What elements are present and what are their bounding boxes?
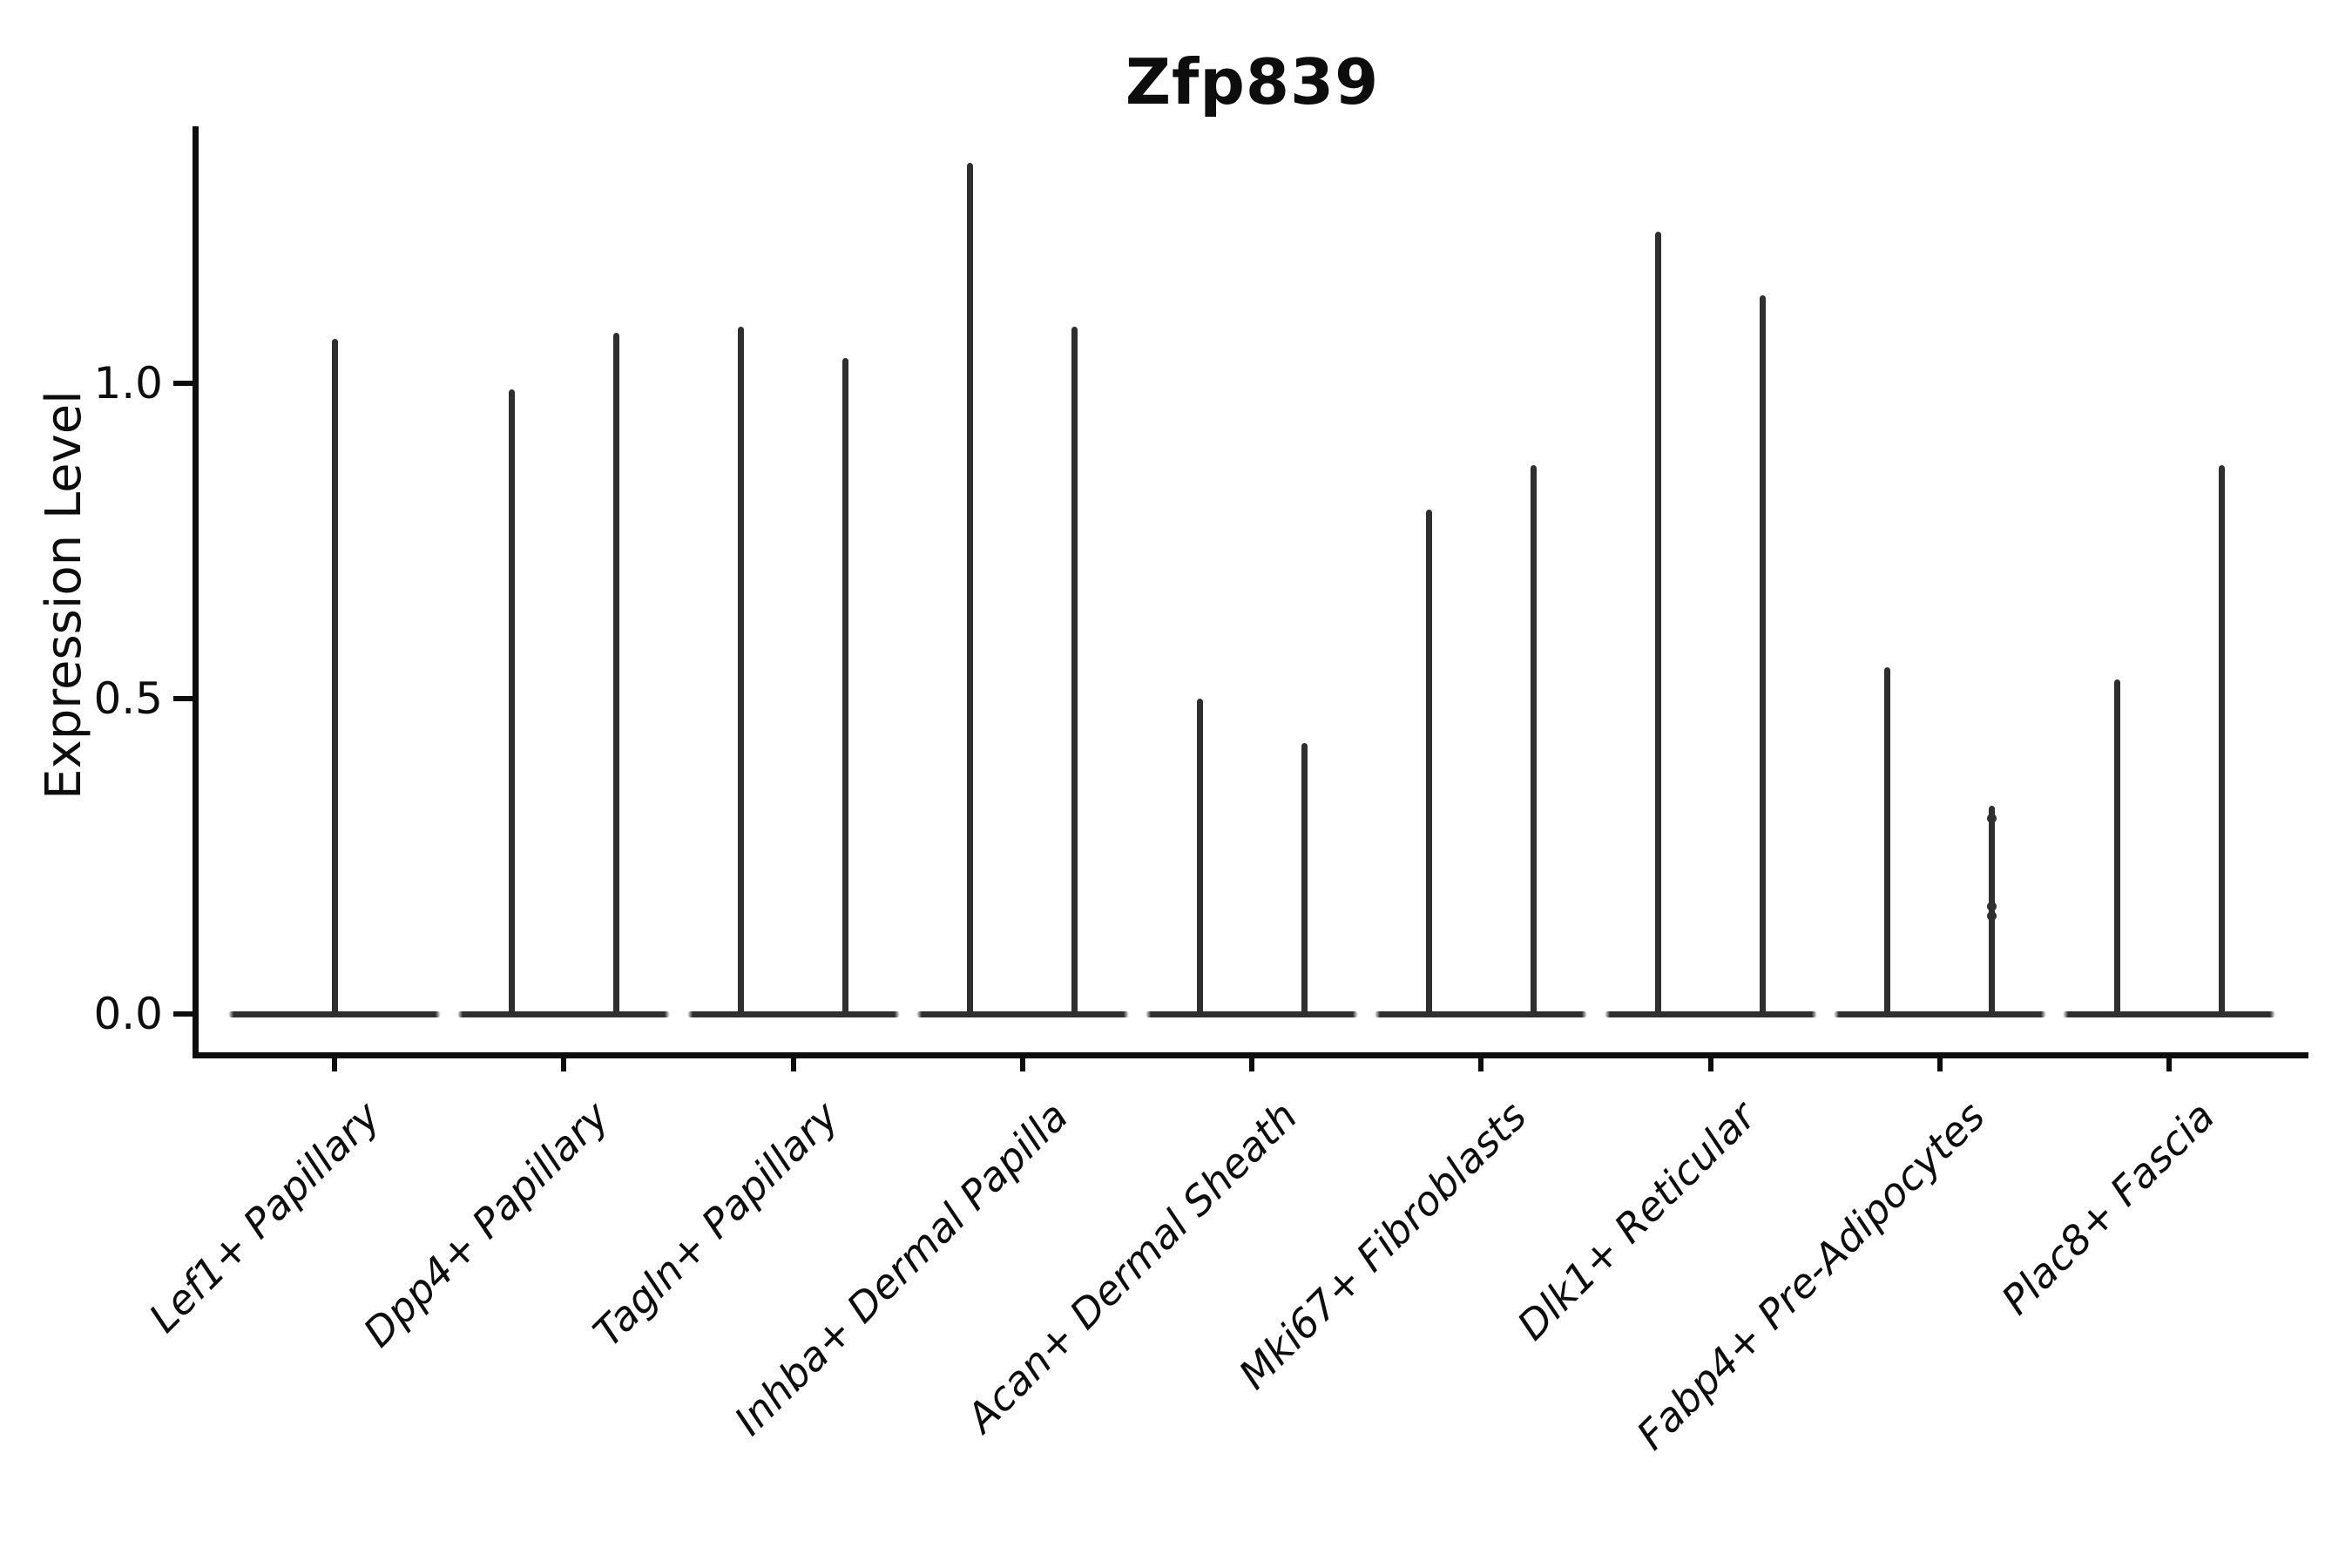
x-tick-label: Plac8+ Fascia [1991,1092,2224,1324]
violin-base [1375,1010,1588,1017]
violin-base [686,1010,900,1017]
y-tick-mark [173,381,193,386]
x-tick-label: Lef1+ Papillary [139,1092,389,1342]
x-tick-mark [790,1058,796,1071]
violin-spike [1301,742,1308,1014]
violin-spike [612,333,619,1014]
violin-base [2063,1010,2275,1017]
violin-spike [738,326,744,1014]
violin-base [457,1010,671,1017]
violin-spike [2218,465,2225,1014]
violin-base [916,1010,1129,1017]
x-axis [193,1052,2308,1058]
violin-bead [1987,902,1997,912]
y-tick-mark [173,1011,193,1017]
x-tick-label: Dlk1+ Reticular [1508,1092,1765,1349]
x-tick-mark [1019,1058,1025,1071]
violin-base [228,1010,441,1017]
violin-spike [331,339,338,1014]
x-tick-mark [2166,1058,2172,1071]
y-tick-label: 0.0 [93,989,163,1039]
violin-spike [1425,509,1432,1014]
y-tick-mark [173,696,193,701]
x-tick-mark [1936,1058,1943,1071]
x-tick-mark [1478,1058,1484,1071]
violin-base [1604,1010,1817,1017]
violin-spike [1655,232,1661,1014]
y-tick-label: 1.0 [93,358,163,409]
violin-bead [1987,814,1997,824]
violin-spike [967,162,974,1014]
violin-spike [508,389,515,1014]
x-tick-mark [332,1058,337,1071]
chart-title: Zfp839 [1125,45,1380,118]
violin-bead [1987,911,1997,922]
x-tick-mark [561,1058,567,1071]
violin-spike [842,358,848,1014]
violin-base [1146,1010,1358,1017]
y-tick-label: 0.5 [93,673,163,724]
violin-spike [1196,699,1203,1014]
violin-base [1833,1010,2046,1017]
violin-spike [1530,465,1537,1014]
violin-spike [1071,326,1078,1014]
y-axis [193,126,199,1058]
x-tick-mark [1249,1058,1254,1071]
violin-spike [1760,294,1766,1014]
x-tick-label: Tagln+ Papillary [584,1092,848,1356]
violin-spike [1884,666,1891,1014]
x-tick-mark [1707,1058,1713,1071]
x-tick-label: Dpp4+ Papillary [354,1092,618,1356]
violin-spike [2113,679,2120,1014]
